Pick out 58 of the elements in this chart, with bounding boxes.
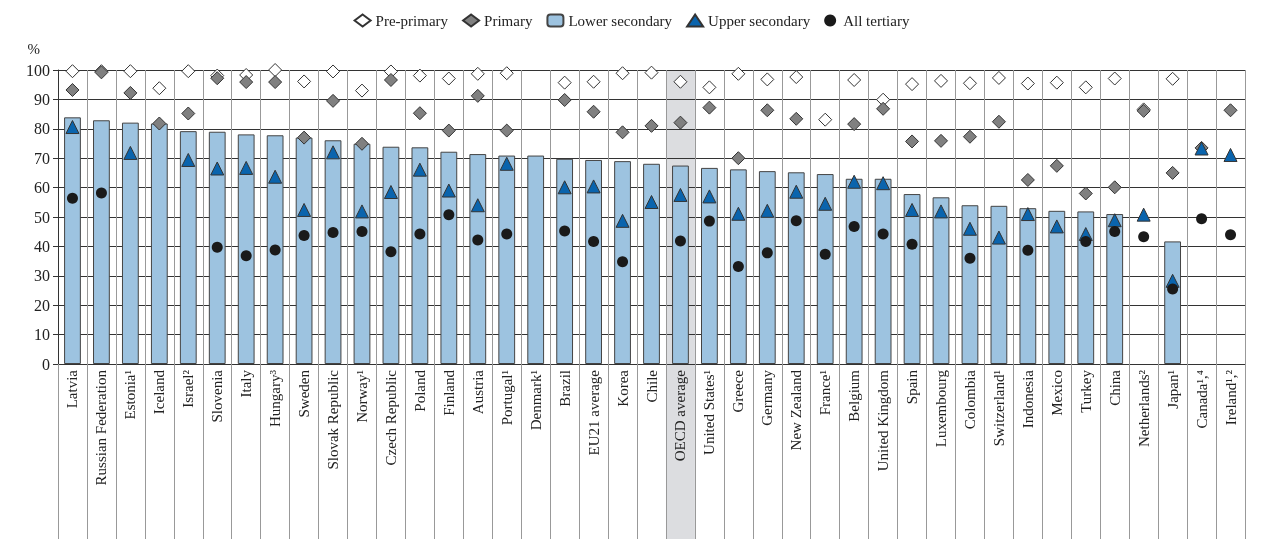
- x-tick-label: EU21 average: [585, 369, 602, 456]
- x-tick-label: Chile: [643, 369, 660, 403]
- x-tick-label: Sweden: [296, 369, 313, 418]
- legend-label: Pre-primary: [375, 12, 449, 29]
- legend-label: Upper secondary: [708, 12, 811, 29]
- x-tick-label: Finland: [440, 369, 457, 416]
- x-tick-label: Denmark¹: [527, 370, 544, 431]
- x-tick-label: Spain: [904, 369, 921, 405]
- x-tick-label: Turkey: [1077, 369, 1094, 413]
- y-tick-label: 20: [34, 296, 50, 314]
- y-tick-label: 0: [42, 355, 50, 373]
- legend-label: Primary: [484, 12, 533, 29]
- x-tick-label: OECD average: [672, 369, 689, 462]
- x-tick-label: Iceland: [151, 369, 168, 415]
- x-tick-label: Russian Federation: [93, 369, 110, 486]
- x-tick-label: Korea: [614, 369, 631, 407]
- x-tick-label: Ireland¹,²: [1222, 369, 1239, 426]
- x-tick-label: Belgium: [846, 369, 863, 422]
- x-tick-label: Israel²: [180, 369, 197, 408]
- y-tick-label: 90: [34, 90, 50, 108]
- x-tick-label: Brazil: [556, 370, 573, 407]
- x-tick-label: China: [1106, 369, 1123, 406]
- x-tick-label: Estonia¹: [122, 370, 139, 420]
- x-tick-label: United States¹: [701, 370, 718, 455]
- x-tick-label: Latvia: [64, 369, 81, 409]
- x-tick-label: Netherlands²: [1135, 369, 1152, 447]
- y-tick-label: 70: [34, 149, 50, 167]
- y-tick-label: 40: [34, 237, 50, 255]
- x-tick-label: Portugal¹: [498, 370, 515, 426]
- x-tick-label: France¹: [817, 370, 834, 416]
- x-tick-label: Austria: [469, 369, 486, 415]
- x-tick-label: Greece: [730, 369, 747, 413]
- x-tick-label: United Kingdom: [875, 369, 892, 472]
- y-tick-label: 50: [34, 208, 50, 226]
- y-tick-label: 10: [34, 326, 50, 344]
- x-tick-label: Colombia: [961, 369, 978, 430]
- x-tick-label: Mexico: [1048, 370, 1065, 416]
- y-tick-label: 100: [26, 61, 50, 79]
- y-tick-label: 30: [34, 267, 50, 285]
- legend-label: All tertiary: [843, 12, 910, 29]
- x-tick-label: Slovak Republic: [325, 369, 342, 470]
- y-tick-label: 80: [34, 120, 50, 138]
- x-tick-label: Norway¹: [353, 370, 370, 423]
- x-tick-label: Slovenia: [209, 369, 226, 423]
- x-tick-label: Luxembourg: [933, 369, 950, 448]
- x-tick-label: Hungary³: [267, 369, 284, 427]
- x-tick-label: Poland: [411, 369, 428, 412]
- x-tick-label: Canada¹,⁴: [1193, 370, 1210, 429]
- y-tick-label: 60: [34, 179, 50, 197]
- x-tick-label: Indonesia: [1019, 369, 1036, 429]
- y-axis-title: %: [27, 40, 40, 57]
- x-tick-label: Czech Republic: [382, 369, 399, 466]
- x-tick-label: Italy: [238, 369, 255, 398]
- x-tick-label: New Zealand: [788, 369, 805, 451]
- x-tick-label: Switzerland¹: [990, 370, 1007, 447]
- legend-label: Lower secondary: [568, 12, 673, 29]
- x-tick-label: Germany: [759, 369, 776, 426]
- x-tick-label: Japan¹: [1164, 370, 1181, 409]
